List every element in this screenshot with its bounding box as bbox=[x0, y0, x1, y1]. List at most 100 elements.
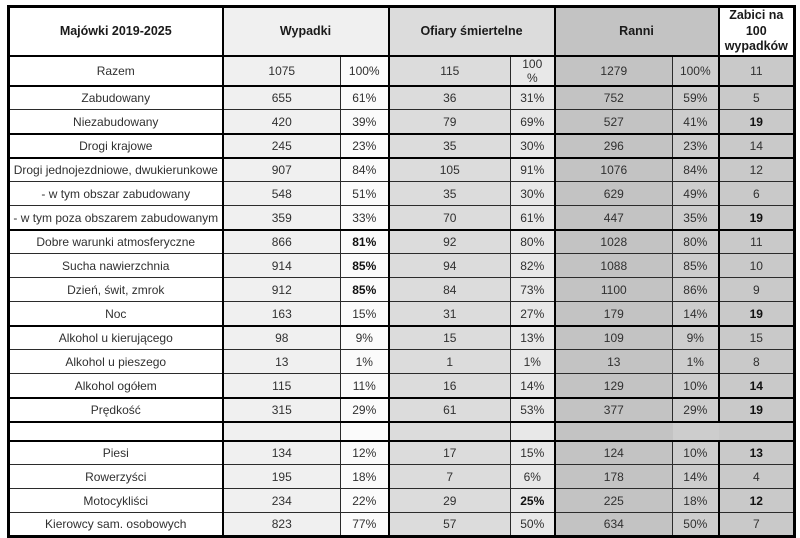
cell-wypadki-percent: 29% bbox=[339, 396, 389, 422]
cell-wypadki-count: 98 bbox=[221, 324, 341, 350]
cell-wypadki-count: 359 bbox=[221, 205, 341, 230]
cell-ofiary-count: 92 bbox=[387, 228, 511, 254]
cell-ofiary-percent: 69% bbox=[510, 109, 555, 134]
row-label: Alkohol ogółem bbox=[8, 373, 223, 398]
cell-ofiary-percent: 15% bbox=[510, 439, 555, 465]
cell-wypadki-percent: 18% bbox=[339, 464, 389, 489]
cell-zabici-na-100: 19 bbox=[717, 396, 795, 422]
table-row: Rowerzyści 195 18% 7 6% 178 14% 4 bbox=[8, 464, 795, 489]
cell-wypadki-percent: 9% bbox=[339, 324, 389, 350]
table-row: Dobre warunki atmosferyczne 866 81% 92 8… bbox=[8, 228, 795, 254]
cell-ranni-count: 129 bbox=[553, 373, 673, 398]
cell-zabici-na-100: 14 bbox=[717, 373, 795, 398]
cell-zabici-na-100: 12 bbox=[717, 488, 795, 513]
cell-ofiary-percent: 50% bbox=[510, 512, 555, 537]
cell-zabici-na-100: 19 bbox=[717, 109, 795, 134]
cell-ofiary-percent: 25% bbox=[510, 488, 555, 513]
table-row: Alkohol u pieszego 13 1% 1 1% 13 1% 8 bbox=[8, 349, 795, 374]
cell-zabici-na-100: 10 bbox=[717, 253, 795, 278]
cell-zabici-na-100: 11 bbox=[717, 228, 795, 254]
column-header-ranni: Ranni bbox=[553, 6, 719, 57]
cell-ranni-count: 527 bbox=[553, 109, 673, 134]
cell-ranni-percent: 80% bbox=[672, 228, 719, 254]
cell-wypadki-count: 134 bbox=[221, 439, 341, 465]
cell-ofiary-count: 115 bbox=[387, 54, 511, 86]
cell-ofiary-count: 94 bbox=[387, 253, 511, 278]
cell-ofiary-count: 61 bbox=[387, 396, 511, 422]
cell-wypadki-percent bbox=[339, 420, 389, 441]
cell-wypadki-percent: 61% bbox=[339, 84, 389, 110]
table-row: Noc 163 15% 31 27% 179 14% 19 bbox=[8, 301, 795, 326]
cell-zabici-na-100: 4 bbox=[717, 464, 795, 489]
row-label: Alkohol u kierującego bbox=[8, 324, 223, 350]
cell-ofiary-count: 17 bbox=[387, 439, 511, 465]
cell-ranni-count: 1028 bbox=[553, 228, 673, 254]
column-header-zabici-na-100: Zabici na 100 wypadków bbox=[717, 6, 795, 57]
cell-ofiary-percent: 13% bbox=[510, 324, 555, 350]
row-label: Alkohol u pieszego bbox=[8, 349, 223, 374]
cell-ranni-percent bbox=[672, 420, 719, 441]
table-body: Razem 1075 100% 115 100 % 1279 100% 11 Z… bbox=[8, 54, 795, 537]
cell-wypadki-percent: 23% bbox=[339, 132, 389, 158]
cell-wypadki-percent: 11% bbox=[339, 373, 389, 398]
column-header-wypadki: Wypadki bbox=[221, 6, 389, 57]
cell-wypadki-count: 195 bbox=[221, 464, 341, 489]
cell-ofiary-count: 84 bbox=[387, 277, 511, 302]
cell-ofiary-percent bbox=[510, 420, 555, 441]
row-label bbox=[8, 420, 223, 441]
cell-ranni-count: 178 bbox=[553, 464, 673, 489]
cell-ranni-count: 179 bbox=[553, 301, 673, 326]
table-row: Piesi 134 12% 17 15% 124 10% 13 bbox=[8, 439, 795, 465]
cell-wypadki-percent: 81% bbox=[339, 228, 389, 254]
table-row: Niezabudowany 420 39% 79 69% 527 41% 19 bbox=[8, 109, 795, 134]
cell-wypadki-count: 548 bbox=[221, 181, 341, 206]
cell-zabici-na-100: 19 bbox=[717, 301, 795, 326]
cell-wypadki-count bbox=[221, 420, 341, 441]
cell-ofiary-count: 79 bbox=[387, 109, 511, 134]
cell-ranni-count: 447 bbox=[553, 205, 673, 230]
row-label: Noc bbox=[8, 301, 223, 326]
cell-ofiary-percent: 1% bbox=[510, 349, 555, 374]
cell-ofiary-percent: 53% bbox=[510, 396, 555, 422]
cell-wypadki-count: 163 bbox=[221, 301, 341, 326]
cell-wypadki-percent: 22% bbox=[339, 488, 389, 513]
cell-ofiary-count bbox=[387, 420, 511, 441]
cell-ranni-percent: 100% bbox=[672, 54, 719, 86]
cell-ofiary-count: 35 bbox=[387, 181, 511, 206]
cell-zabici-na-100: 5 bbox=[717, 84, 795, 110]
cell-zabici-na-100: 14 bbox=[717, 132, 795, 158]
cell-ofiary-count: 7 bbox=[387, 464, 511, 489]
row-label: Prędkość bbox=[8, 396, 223, 422]
table-row: Alkohol u kierującego 98 9% 15 13% 109 9… bbox=[8, 324, 795, 350]
cell-ofiary-percent: 100 % bbox=[510, 54, 555, 86]
cell-ranni-percent: 23% bbox=[672, 132, 719, 158]
cell-ofiary-count: 36 bbox=[387, 84, 511, 110]
cell-ranni-percent: 10% bbox=[672, 439, 719, 465]
cell-ranni-count: 1088 bbox=[553, 253, 673, 278]
table-row: Prędkość 315 29% 61 53% 377 29% 19 bbox=[8, 396, 795, 422]
row-label: Niezabudowany bbox=[8, 109, 223, 134]
cell-wypadki-count: 912 bbox=[221, 277, 341, 302]
cell-wypadki-percent: 15% bbox=[339, 301, 389, 326]
cell-wypadki-percent: 12% bbox=[339, 439, 389, 465]
cell-wypadki-percent: 51% bbox=[339, 181, 389, 206]
cell-ofiary-percent: 82% bbox=[510, 253, 555, 278]
cell-wypadki-percent: 84% bbox=[339, 156, 389, 182]
cell-ranni-percent: 41% bbox=[672, 109, 719, 134]
cell-ranni-count: 629 bbox=[553, 181, 673, 206]
cell-ranni-percent: 59% bbox=[672, 84, 719, 110]
cell-wypadki-count: 655 bbox=[221, 84, 341, 110]
cell-wypadki-count: 13 bbox=[221, 349, 341, 374]
cell-ofiary-count: 105 bbox=[387, 156, 511, 182]
table-row: Kierowcy sam. osobowych 823 77% 57 50% 6… bbox=[8, 512, 795, 537]
cell-ofiary-percent: 61% bbox=[510, 205, 555, 230]
row-label: Sucha nawierzchnia bbox=[8, 253, 223, 278]
row-label: Drogi jednojezdniowe, dwukierunkowe bbox=[8, 156, 223, 182]
row-label: Motocykliści bbox=[8, 488, 223, 513]
cell-ofiary-percent: 30% bbox=[510, 132, 555, 158]
cell-ofiary-percent: 6% bbox=[510, 464, 555, 489]
cell-ofiary-percent: 73% bbox=[510, 277, 555, 302]
cell-wypadki-count: 234 bbox=[221, 488, 341, 513]
table-row: Sucha nawierzchnia 914 85% 94 82% 1088 8… bbox=[8, 253, 795, 278]
